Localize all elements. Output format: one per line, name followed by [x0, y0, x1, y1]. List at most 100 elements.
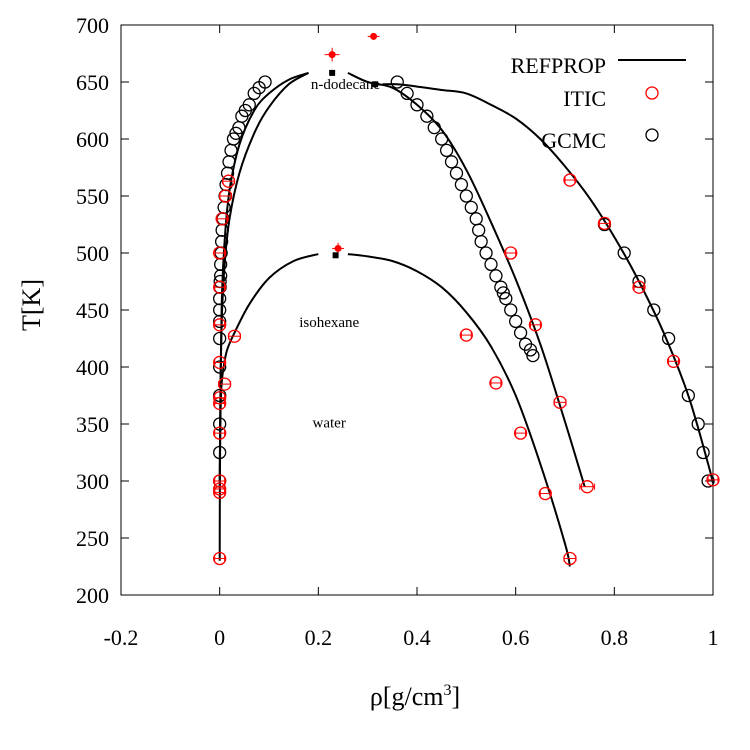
x-tick-label: 0.6: [502, 625, 530, 650]
critical-refprop-point: [329, 69, 336, 76]
critical-itic-point: [328, 51, 336, 59]
gcmc-point: [213, 417, 227, 431]
y-tick-label: 550: [76, 184, 109, 209]
itic-dodecane-point: [597, 216, 612, 231]
axis-ticks: -0.2 0 0.2 0.4 0.6 0.8 1 200 250 300 350 400 450 500 5…: [76, 13, 719, 650]
gcmc-point: [474, 234, 488, 249]
gcmc-point: [420, 109, 434, 123]
y-tick-label: 300: [76, 469, 109, 494]
itic-isohexane-point: [504, 246, 518, 260]
gcmc-point: [696, 445, 710, 460]
itic-water-point: [213, 426, 227, 440]
critical-refprop-point: [372, 81, 379, 88]
itic-isohexane-point: [553, 395, 567, 409]
itic-isohexane-point: [580, 480, 594, 494]
itic-isohexane-point: [528, 318, 543, 332]
gcmc-point: [509, 314, 523, 329]
y-tick-label: 700: [76, 13, 109, 38]
gcmc-point: [472, 223, 486, 237]
gcmc-point: [701, 474, 715, 488]
gcmc-point: [224, 143, 238, 158]
itic-water-point: [213, 551, 227, 566]
y-axis-title: T[K]: [17, 279, 46, 331]
legend-label: ITIC: [563, 86, 606, 111]
itic-water-point: [213, 355, 227, 370]
y-tick-label: 250: [76, 526, 109, 551]
x-axis-title-sup: 3: [443, 682, 451, 699]
gcmc-point: [258, 75, 272, 89]
itic-isohexane-point: [221, 174, 236, 188]
gcmc-point: [504, 303, 518, 317]
itic-isohexane-point: [218, 189, 233, 203]
gcmc-point: [427, 120, 441, 135]
itic-water-point: [213, 474, 227, 488]
refprop-curves: [218, 71, 714, 567]
legend-circle-swatch: [645, 128, 659, 142]
x-tick-label: 0.4: [403, 625, 431, 650]
gcmc-point: [523, 343, 538, 357]
itic-water-point: [217, 377, 232, 391]
x-tick-label: 0.2: [305, 625, 333, 650]
gcmc-point: [661, 331, 676, 346]
gcmc-point: [479, 246, 493, 260]
y-tick-label: 600: [76, 127, 109, 152]
refprop-vapor-curve: [218, 71, 309, 482]
annotations: n-dodecane isohexane water: [299, 77, 380, 432]
itic-dodecane-point: [666, 354, 681, 368]
refprop-vapor-curve: [218, 72, 309, 487]
series-label: n-dodecane: [311, 77, 380, 93]
itic-water-point: [513, 426, 528, 440]
y-tick-label: 200: [76, 583, 109, 608]
itic-isohexane-point: [213, 246, 227, 260]
y-tick-label: 350: [76, 412, 109, 437]
gcmc-point: [439, 143, 454, 158]
y-tick-label: 400: [76, 355, 109, 380]
gcmc-point: [449, 166, 464, 180]
gcmc-point: [222, 155, 236, 169]
gcmc-point: [526, 348, 540, 363]
refprop-liquid-curve: [382, 83, 714, 484]
itic-dodecane-point: [632, 280, 646, 294]
gcmc-point: [647, 303, 661, 317]
x-axis-title-main: ρ[g/cm: [370, 682, 444, 711]
gcmc-point: [226, 132, 241, 146]
x-tick-label: -0.2: [104, 625, 139, 650]
itic-water-point: [489, 376, 503, 390]
itic-water-point: [538, 486, 552, 501]
series-label: water: [313, 415, 346, 431]
itic-points: [213, 173, 720, 566]
gcmc-point: [617, 246, 631, 260]
itic-water-point: [227, 329, 242, 343]
critical-points: [324, 32, 380, 259]
gcmc-point: [489, 269, 503, 283]
itic-water-point: [563, 551, 577, 566]
refprop-liquid-curve: [347, 253, 571, 567]
gcmc-point: [469, 212, 483, 226]
legend-circle-swatch: [645, 86, 659, 100]
gcmc-point: [464, 200, 478, 215]
gcmc-point: [454, 177, 469, 192]
series-label: isohexane: [299, 315, 359, 331]
gcmc-point: [410, 98, 424, 112]
critical-itic-point: [370, 32, 378, 40]
gcmc-point: [499, 291, 513, 306]
gcmc-point: [691, 417, 705, 431]
gcmc-point: [242, 98, 256, 112]
x-axis-title-end: ]: [451, 682, 460, 711]
gcmc-point: [400, 86, 414, 101]
gcmc-point: [390, 75, 404, 89]
refprop-vapor-curve: [218, 253, 319, 561]
gcmc-point: [213, 445, 227, 460]
gcmc-point: [213, 291, 227, 306]
itic-water-point: [459, 328, 473, 342]
itic-dodecane-point: [563, 173, 577, 187]
itic-water-point: [213, 482, 227, 496]
y-tick-label: 650: [76, 70, 109, 95]
y-tick-label: 450: [76, 298, 109, 323]
x-axis-title: ρ[g/cm3]: [370, 682, 460, 711]
gcmc-point: [213, 303, 227, 317]
gcmc-point: [435, 132, 449, 146]
y-tick-label: 500: [76, 241, 109, 266]
refprop-liquid-curve: [347, 71, 586, 487]
